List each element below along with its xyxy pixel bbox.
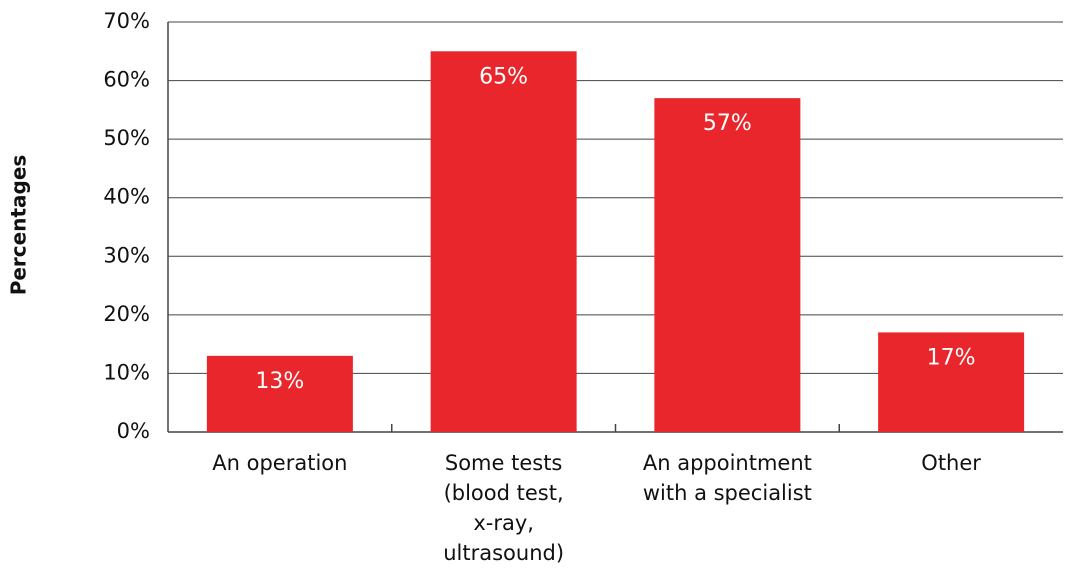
y-tick-label: 0%	[117, 419, 150, 443]
x-tick-label: Other	[921, 451, 981, 475]
x-tick-label: An operation	[212, 451, 347, 475]
y-tick-label: 40%	[103, 185, 150, 209]
x-tick-label: Some tests (blood test, x-ray, ultrasound)	[443, 451, 564, 565]
y-tick-label: 70%	[103, 9, 150, 33]
x-tick-label: An appointment with a specialist	[643, 451, 812, 505]
y-tick-label: 10%	[103, 360, 150, 384]
y-tick-label: 20%	[103, 302, 150, 326]
y-tick-label: 60%	[103, 68, 150, 92]
value-label: 57%	[703, 111, 752, 136]
y-axis-label: Percentages	[7, 155, 31, 296]
y-tick-label: 30%	[103, 243, 150, 267]
y-tick-label: 50%	[103, 126, 150, 150]
bar	[430, 51, 577, 433]
value-label: 17%	[927, 345, 976, 370]
value-label: 13%	[255, 369, 304, 394]
bar	[654, 98, 801, 433]
value-label: 65%	[479, 64, 528, 89]
bar	[878, 332, 1025, 432]
bar	[206, 355, 353, 432]
